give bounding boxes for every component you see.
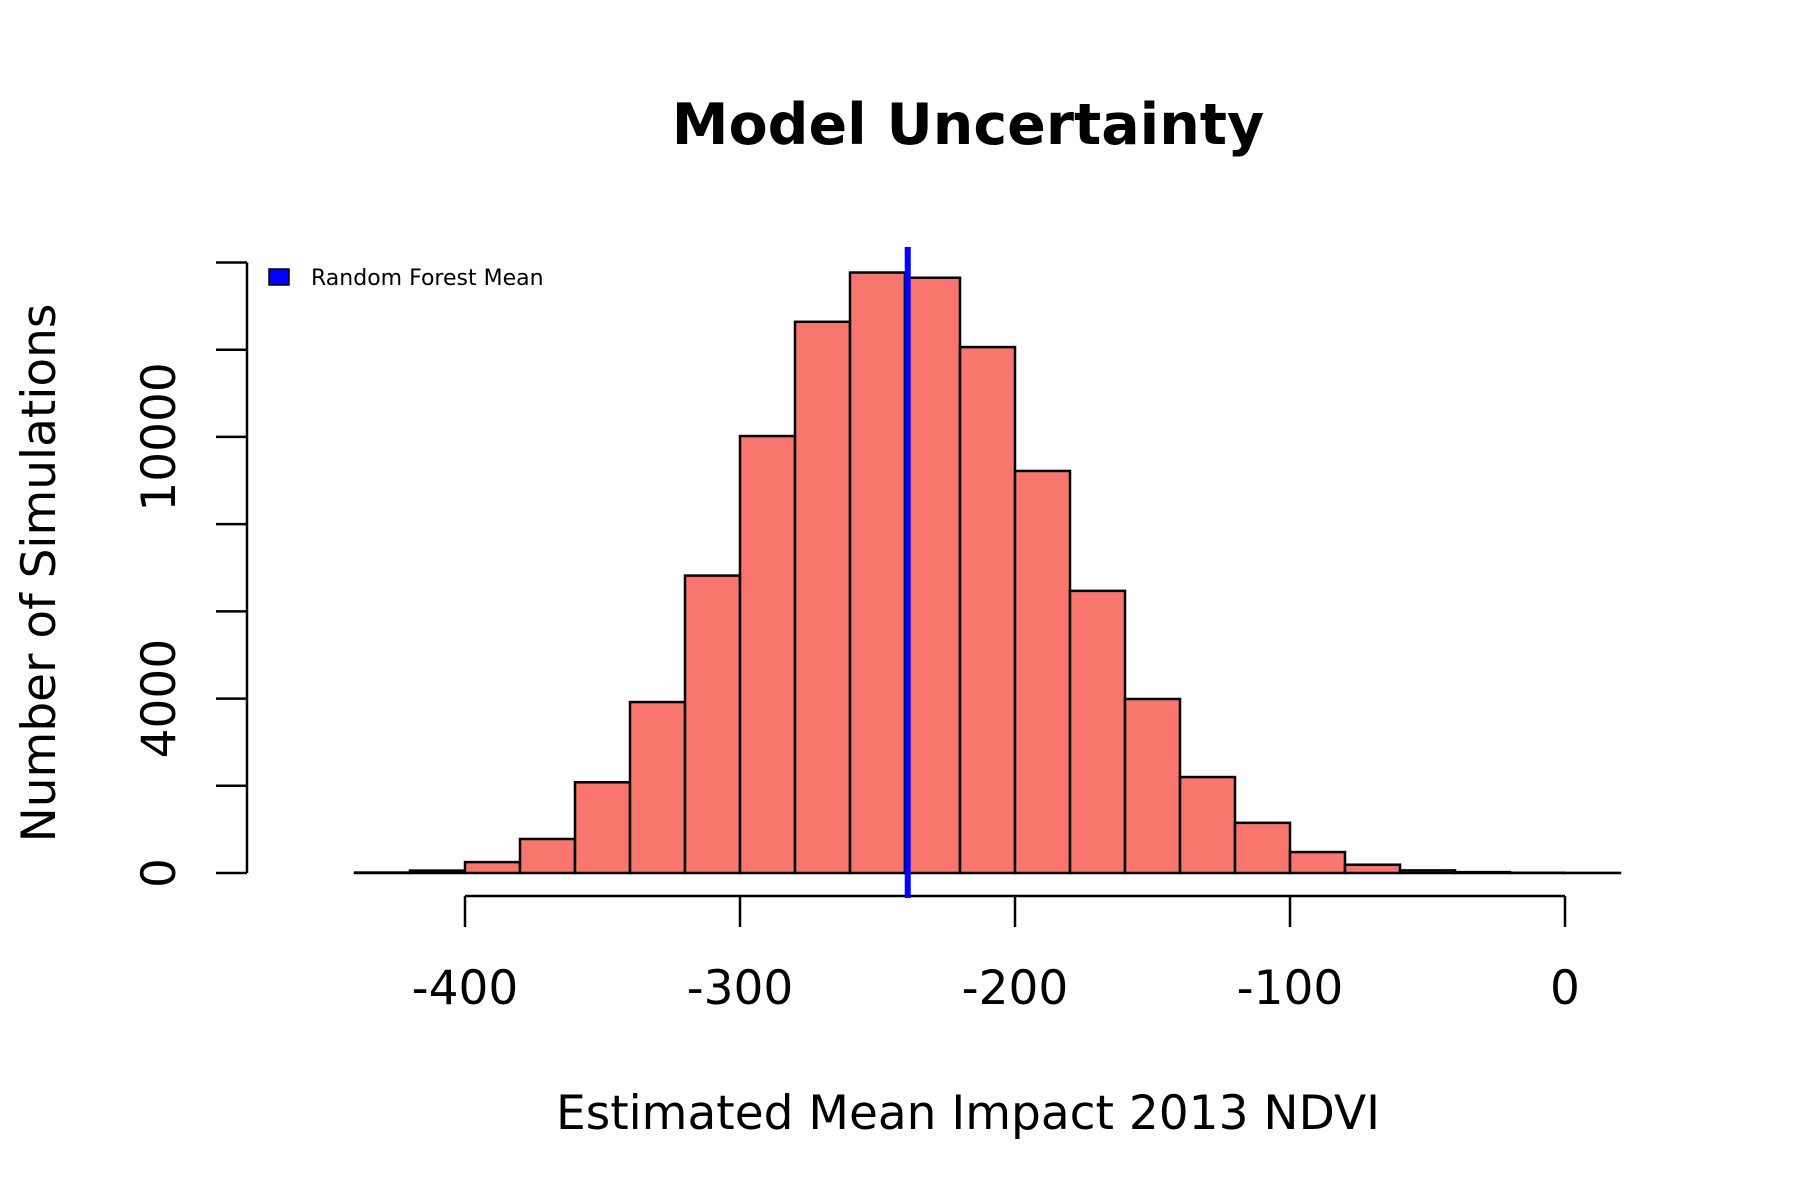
- histogram-bar: [738, 434, 797, 875]
- y-tick-label: 4000: [132, 639, 187, 759]
- histogram-bar: [958, 345, 1017, 875]
- histogram-bar: [1398, 869, 1457, 875]
- legend-label: Random Forest Mean: [311, 266, 544, 291]
- histogram-bar: [1013, 469, 1072, 875]
- histogram-bar: [793, 320, 852, 875]
- histogram-bar: [1288, 850, 1347, 875]
- x-axis: -400 -300 -200 -100 0: [412, 894, 1580, 1016]
- histogram-bar: [408, 869, 467, 875]
- histogram-bar: [1233, 821, 1292, 875]
- histogram-bar: [1068, 589, 1127, 875]
- histogram-bar: [463, 860, 522, 875]
- legend-swatch: [268, 268, 290, 286]
- histogram-bar: [903, 276, 962, 875]
- histogram-bar: [1178, 775, 1237, 875]
- x-tick-label: 0: [1550, 961, 1580, 1016]
- y-axis-label: Number of Simulations: [12, 304, 67, 843]
- histogram-bar: [628, 700, 687, 875]
- histogram-bar: [1123, 697, 1182, 875]
- y-axis: 0 4000 10000: [132, 261, 249, 888]
- legend: Random Forest Mean: [268, 266, 544, 291]
- histogram-bar: [683, 574, 742, 875]
- x-axis-label: Estimated Mean Impact 2013 NDVI: [556, 1086, 1380, 1141]
- chart-title: Model Uncertainty: [672, 92, 1264, 158]
- x-tick-label: -300: [687, 961, 794, 1016]
- x-tick-label: -400: [412, 961, 519, 1016]
- x-tick-label: -200: [962, 961, 1069, 1016]
- bars-group: [353, 271, 1622, 875]
- histogram-bar: [1343, 863, 1402, 875]
- x-tick-label: -100: [1237, 961, 1344, 1016]
- histogram-bar: [848, 271, 907, 875]
- y-tick-label: 10000: [132, 362, 187, 512]
- histogram-bar: [573, 781, 632, 875]
- histogram-bar: [1453, 870, 1512, 875]
- y-tick-label: 0: [132, 858, 187, 888]
- histogram-bar: [518, 837, 577, 875]
